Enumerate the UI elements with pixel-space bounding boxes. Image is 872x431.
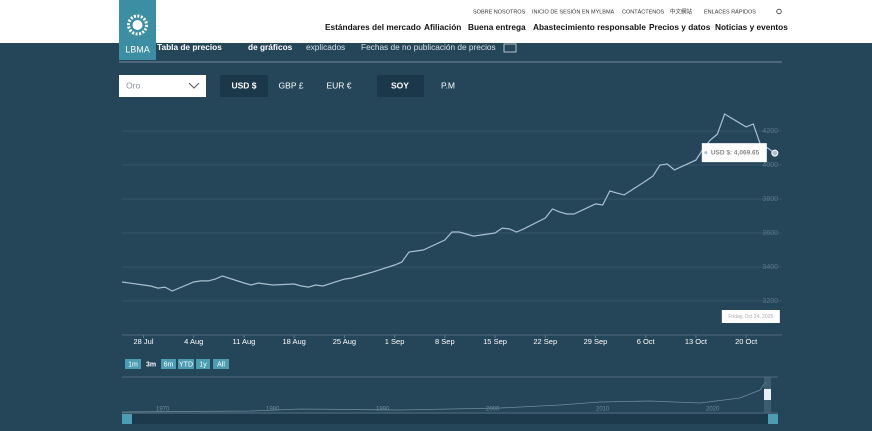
dropdown-value: Oro [126,80,140,90]
x-tick-label: 20 Oct [735,337,758,346]
currency-button[interactable]: USD $ [231,80,256,90]
x-tick-label: 6 Oct [637,337,656,346]
logo-core [132,20,143,30]
currency-button[interactable]: EUR € [326,80,351,90]
navigator-year: 1990 [376,407,390,413]
x-tick-label: 11 Aug [233,337,256,346]
unit-button-active[interactable] [377,75,424,97]
top-link[interactable]: CONTÁCTENOS [622,8,665,15]
navigator-year: 1970 [156,407,170,413]
range-button[interactable] [161,359,176,369]
range-button[interactable] [178,359,194,369]
range-label[interactable]: 1y [199,361,207,368]
scroll-left[interactable] [122,414,132,424]
hover-marker [771,149,779,157]
top-link[interactable]: INICIO DE SESIÓN EN MYLBMA [532,8,615,15]
currency-button[interactable]: GBP £ [279,80,304,90]
top-link[interactable]: ENLACES RÁPIDOS [704,8,756,15]
range-button[interactable] [125,359,141,369]
nav-link[interactable]: Buena entrega [468,22,526,32]
x-tick-label: 25 Aug [333,337,356,346]
scrollbar-track[interactable] [122,414,778,424]
tab[interactable]: Fechas de no publicación de precios [361,42,496,52]
tooltip-box [701,143,767,163]
nav-link[interactable]: Estándares del mercado [325,22,421,32]
scroll-right[interactable] [768,414,778,424]
logo-text: LBMA [125,44,150,54]
date-tooltip: Friday, Oct 24, 2025 [728,314,773,320]
price-line [121,113,776,292]
y-tick-label: 4200 [762,128,778,135]
nav-link[interactable]: Noticias y eventos [715,22,788,32]
y-tick-label: 3200 [762,298,778,305]
navigator-year: 2000 [486,407,500,413]
tooltip-text: USD $: 4,069.65 [711,149,760,156]
nav-link[interactable]: Afiliación [424,22,461,32]
x-tick-label: 22 Sep [533,337,557,346]
table-icon[interactable] [503,43,517,53]
top-link[interactable]: SOBRE NOSOTROS [473,9,526,15]
dropdown-chevron [188,82,200,89]
nav-link[interactable]: Precios y datos [649,22,711,32]
range-button[interactable] [213,359,229,369]
search-icon[interactable] [776,8,782,15]
range-label[interactable]: 1m [128,361,138,368]
tab[interactable]: explicados [306,42,345,52]
x-tick-label: 1 Sep [385,337,405,346]
unit-button[interactable]: P.M [441,80,455,90]
tab[interactable]: de gráficos [248,42,293,52]
range-label[interactable]: 6m [164,361,174,368]
range-label[interactable]: YTD [179,361,193,368]
navigator-handle[interactable] [764,389,771,400]
x-tick-label: 4 Aug [184,337,203,346]
logo-sun [127,14,148,36]
navigator-year: 1980 [266,407,280,413]
x-tick-label: 8 Sep [435,337,455,346]
date-tooltip-box [721,310,780,323]
x-tick-label: 29 Sep [584,337,608,346]
range-label[interactable]: 3m [146,361,156,368]
range-label[interactable]: All [217,361,225,368]
y-tick-label: 3800 [762,196,778,203]
top-link[interactable]: 中文網站 [670,7,693,15]
x-tick-label: 15 Sep [483,337,507,346]
navigator-year: 2010 [596,407,610,413]
currency-button-active[interactable] [220,75,268,97]
price-chart: 3200 3400 3600 3800 4000 4200 28 Jul 4 Aug 11 Au… [121,113,782,346]
y-tick-label: 3400 [762,264,778,271]
y-tick-label: 4000 [762,162,778,169]
x-tick-label: 18 Aug [282,337,305,346]
x-tick-label: 13 Oct [685,337,708,346]
range-button[interactable] [196,359,210,369]
metal-dropdown[interactable] [119,75,206,97]
unit-button[interactable]: SOY [391,80,409,90]
nav-link[interactable]: Abastecimiento responsable [533,22,646,32]
navigator-year: 2020 [706,407,720,413]
tooltip-dot [704,151,708,155]
tab[interactable]: Tabla de precios [157,42,222,52]
x-tick-label: 28 Jul [134,337,154,346]
y-tick-label: 3600 [762,230,778,237]
navigator-series [121,381,767,413]
